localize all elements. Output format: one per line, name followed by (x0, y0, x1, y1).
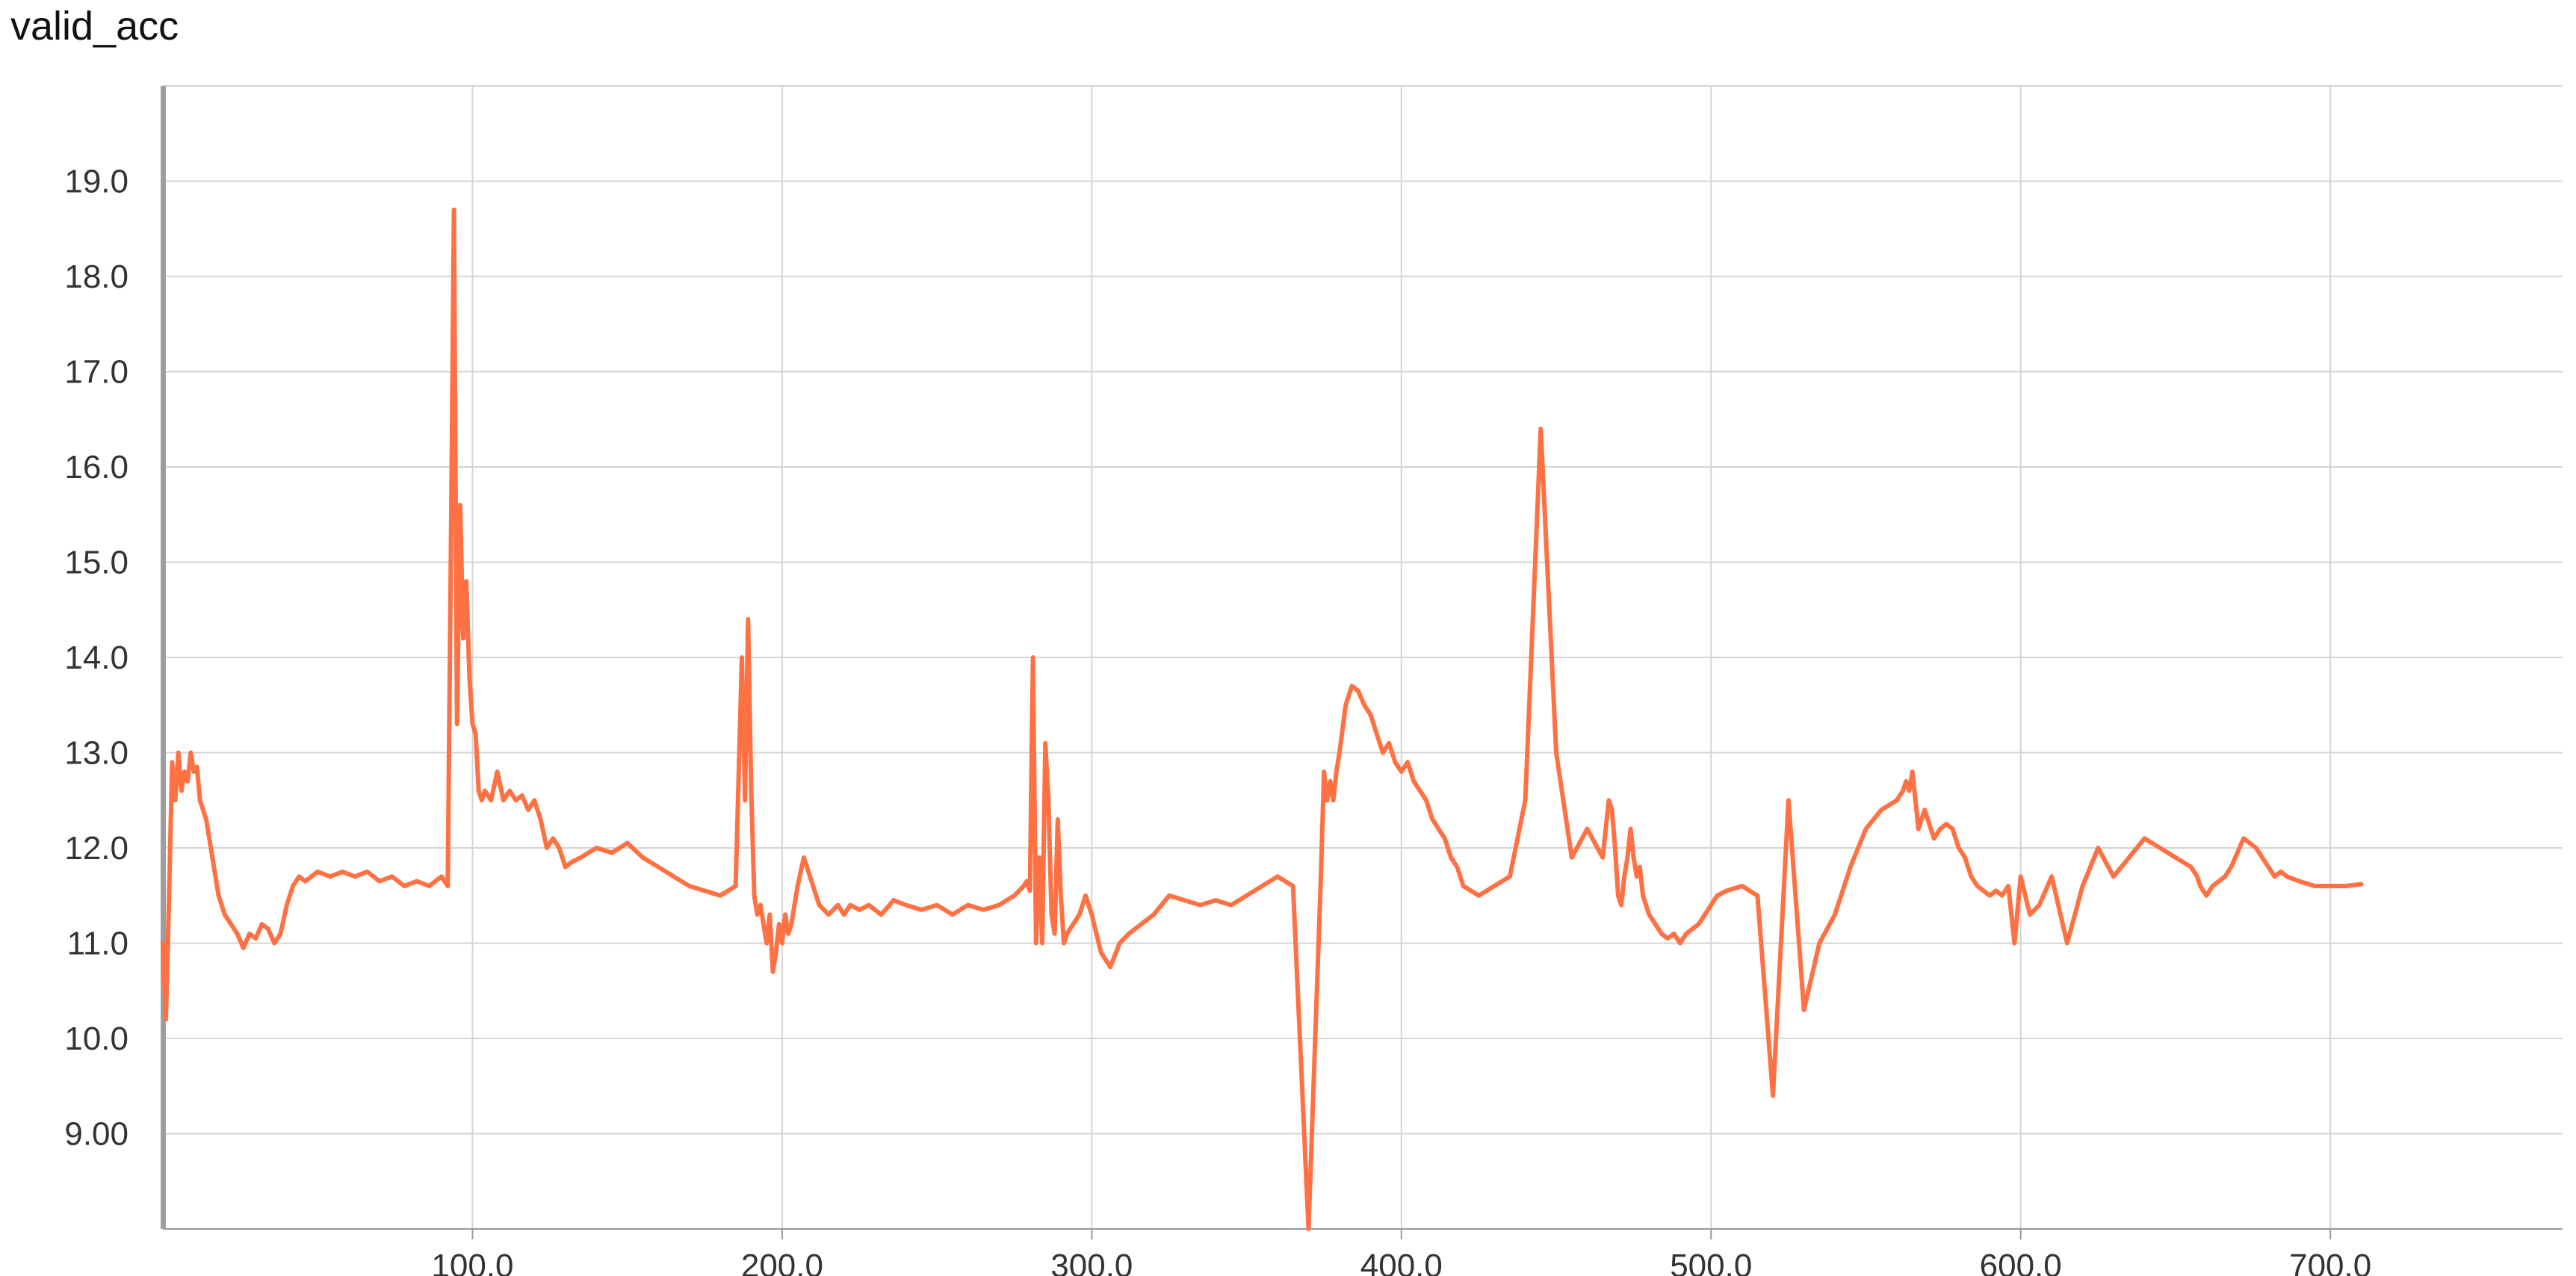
series-line-valid_acc (161, 207, 2364, 1231)
series-layer (161, 207, 2364, 1231)
y-tick-label-4: 13.0 (64, 735, 129, 772)
y-tick-label-7: 16.0 (64, 449, 129, 486)
y-tick-label-6: 15.0 (64, 545, 129, 581)
y-axis-line (161, 86, 166, 1229)
x-tick-label-6: 700.0 (2289, 1248, 2371, 1276)
x-tick-label-5: 600.0 (1980, 1248, 2062, 1276)
y-tick-label-5: 14.0 (64, 639, 129, 676)
chart-title: valid_acc (10, 4, 179, 49)
y-tick-label-3: 12.0 (64, 830, 129, 867)
x-tick-label-2: 300.0 (1050, 1248, 1133, 1276)
grid-layer (163, 85, 2563, 1229)
x-tick-label-3: 400.0 (1360, 1248, 1443, 1276)
x-tick-label-0: 100.0 (431, 1248, 513, 1276)
y-tick-label-9: 18.0 (64, 258, 129, 295)
x-tick-label-4: 500.0 (1670, 1248, 1752, 1276)
x-tick-label-1: 200.0 (741, 1248, 823, 1276)
tick-labels: 9.00 10.0 11.0 12.0 13.0 14.0 15.0 16.0 17.0 18.0… (64, 164, 2371, 1276)
axis-layer (161, 86, 2563, 1239)
y-tick-label-8: 17.0 (64, 354, 129, 391)
y-tick-label-10: 19.0 (64, 164, 129, 200)
y-tick-label-2: 11.0 (67, 926, 129, 962)
y-tick-label-0: 9.00 (64, 1116, 129, 1153)
y-tick-label-1: 10.0 (64, 1021, 129, 1057)
